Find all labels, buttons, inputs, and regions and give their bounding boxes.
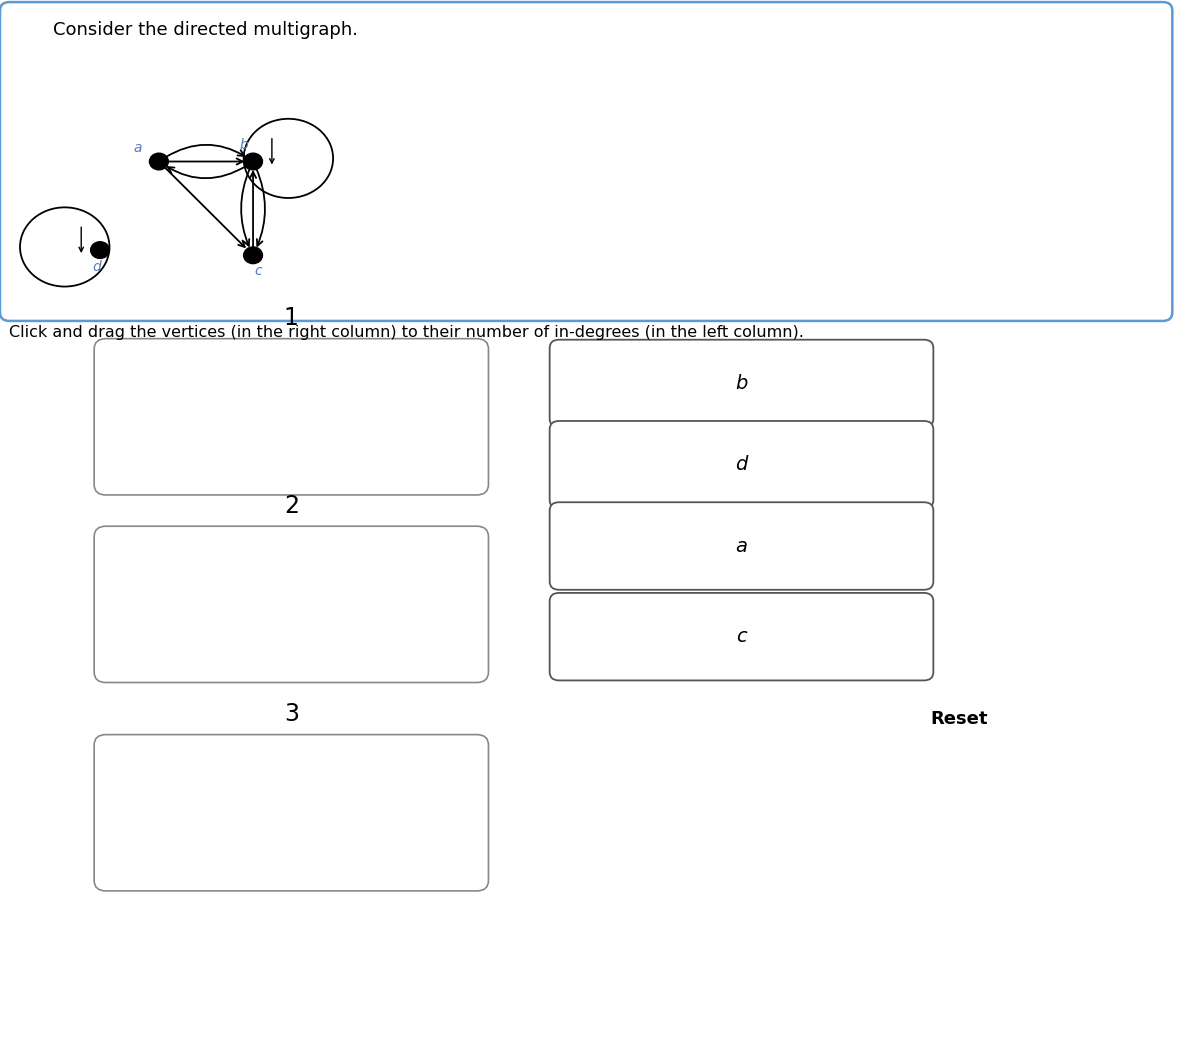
Text: b: b [239, 138, 248, 152]
FancyBboxPatch shape [550, 593, 933, 680]
Text: Reset: Reset [931, 710, 988, 728]
Text: 1: 1 [284, 306, 299, 330]
FancyBboxPatch shape [94, 735, 488, 891]
Circle shape [244, 153, 262, 170]
Text: d: d [92, 259, 101, 274]
Text: c: c [254, 264, 261, 278]
Text: 2: 2 [284, 494, 299, 518]
FancyBboxPatch shape [94, 526, 488, 683]
FancyBboxPatch shape [550, 421, 933, 508]
Text: 3: 3 [284, 702, 299, 726]
Circle shape [91, 242, 109, 258]
Text: Click and drag the vertices (in the right column) to their number of in-degrees : Click and drag the vertices (in the righ… [9, 325, 804, 340]
FancyBboxPatch shape [550, 340, 933, 427]
Circle shape [149, 153, 168, 170]
FancyBboxPatch shape [0, 2, 1172, 321]
Text: a: a [133, 141, 142, 155]
Circle shape [244, 247, 262, 264]
Text: c: c [736, 627, 747, 646]
FancyBboxPatch shape [550, 502, 933, 590]
Text: a: a [736, 537, 747, 555]
FancyBboxPatch shape [94, 339, 488, 495]
Text: b: b [736, 374, 747, 393]
Text: d: d [736, 455, 747, 474]
Text: Consider the directed multigraph.: Consider the directed multigraph. [53, 21, 358, 39]
